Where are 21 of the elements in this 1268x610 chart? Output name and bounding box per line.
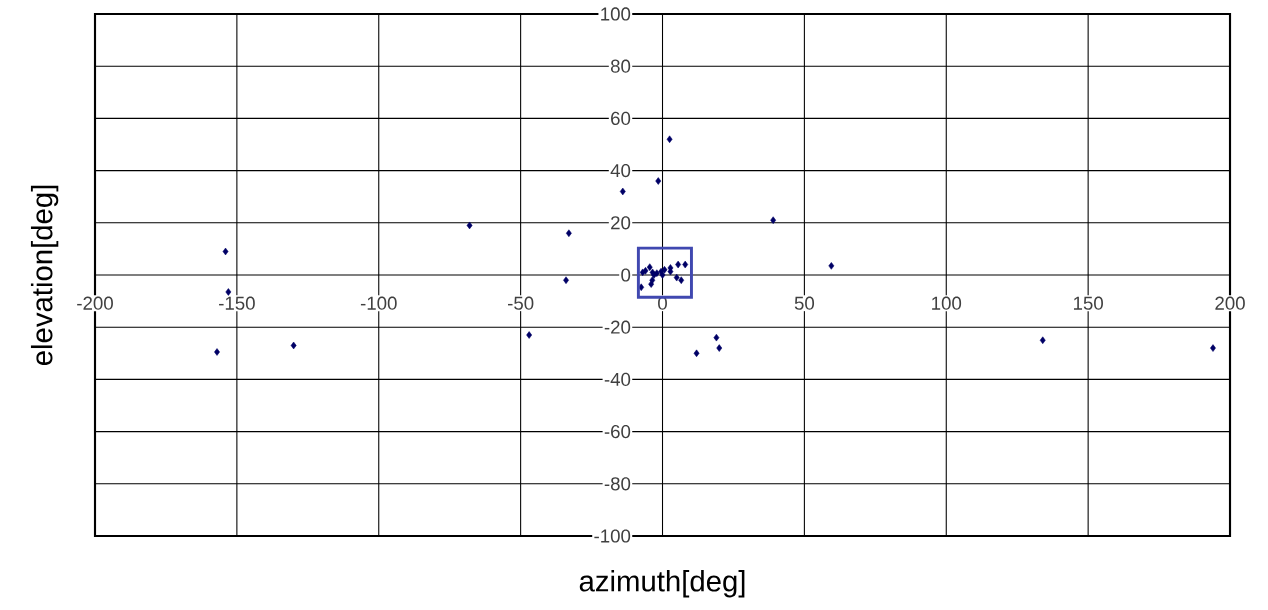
y-tick-label: 0 (621, 268, 631, 282)
y-tick-label: -40 (604, 372, 631, 387)
y-tick-label: 100 (601, 7, 631, 21)
y-tick-label: 40 (610, 163, 631, 178)
y-tick-label: 60 (611, 111, 631, 126)
x-tick-label: -100 (360, 296, 397, 310)
y-tick-label: -20 (604, 320, 631, 334)
x-tick-label: -200 (77, 296, 113, 310)
y-axis-title: elevation[deg] (30, 185, 59, 366)
x-tick-label: -50 (507, 296, 534, 310)
x-tick-label: 50 (794, 296, 815, 310)
x-tick-label: 200 (1215, 296, 1245, 310)
x-tick-label: -150 (219, 296, 255, 310)
y-tick-label: 80 (610, 59, 631, 73)
y-tick-label: -60 (604, 424, 631, 439)
y-tick-label: -100 (594, 529, 631, 543)
x-axis-title: azimuth[deg] (579, 570, 745, 598)
x-tick-label: 100 (932, 296, 962, 310)
x-tick-label: 150 (1073, 296, 1103, 310)
y-tick-label: -80 (604, 477, 631, 491)
y-tick-label: 20 (611, 216, 631, 230)
